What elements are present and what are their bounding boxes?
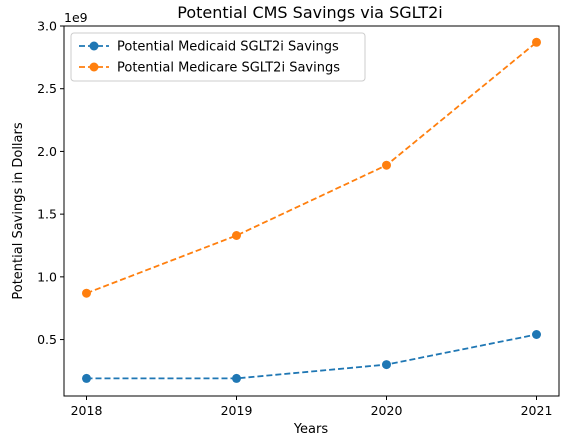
y-tick-label: 2.5: [37, 81, 57, 96]
chart-title: Potential CMS Savings via SGLT2i: [177, 3, 442, 22]
legend-swatch-marker: [89, 62, 99, 72]
data-point: [232, 373, 241, 383]
legend: Potential Medicaid SGLT2i Savings Potenti…: [70, 32, 366, 82]
x-tick-label: 2021: [521, 403, 553, 418]
y-axis: 0.5 1.0 1.5 2.0 2.5 3.0: [37, 19, 64, 347]
series-line-1: [86, 41, 538, 295]
series-line-0: [86, 333, 537, 380]
data-point: [82, 373, 91, 383]
y-tick-label: 3.0: [37, 19, 57, 34]
x-tick-label: 2018: [71, 403, 103, 418]
x-tick-label: 2019: [221, 403, 253, 418]
x-axis: 2018 2019 2020 2021: [71, 396, 553, 418]
legend-label: Potential Medicaid SGLT2i Savings: [117, 40, 339, 55]
y-axis-label: Potential Savings in Dollars: [11, 122, 26, 299]
y-tick-label: 2.0: [37, 144, 57, 159]
y-tick-label: 1.0: [37, 269, 57, 284]
y-tick-label: 1.5: [37, 207, 57, 222]
legend-label: Potential Medicare SGLT2i Savings: [117, 61, 340, 76]
data-point: [232, 231, 241, 240]
data-point: [382, 160, 391, 170]
data-point: [82, 288, 91, 298]
legend-box: [70, 32, 366, 82]
data-point: [382, 360, 391, 370]
legend-swatch-marker: [89, 41, 99, 51]
x-axis-label: Years: [293, 422, 329, 437]
x-tick-label: 2020: [371, 403, 403, 418]
y-tick-label: 0.5: [37, 332, 57, 347]
y-axis-offset-label: 1e9: [64, 10, 88, 25]
plot-area: [63, 25, 560, 397]
data-point: [532, 330, 541, 339]
series-layer: [82, 37, 541, 383]
data-point: [532, 37, 541, 47]
